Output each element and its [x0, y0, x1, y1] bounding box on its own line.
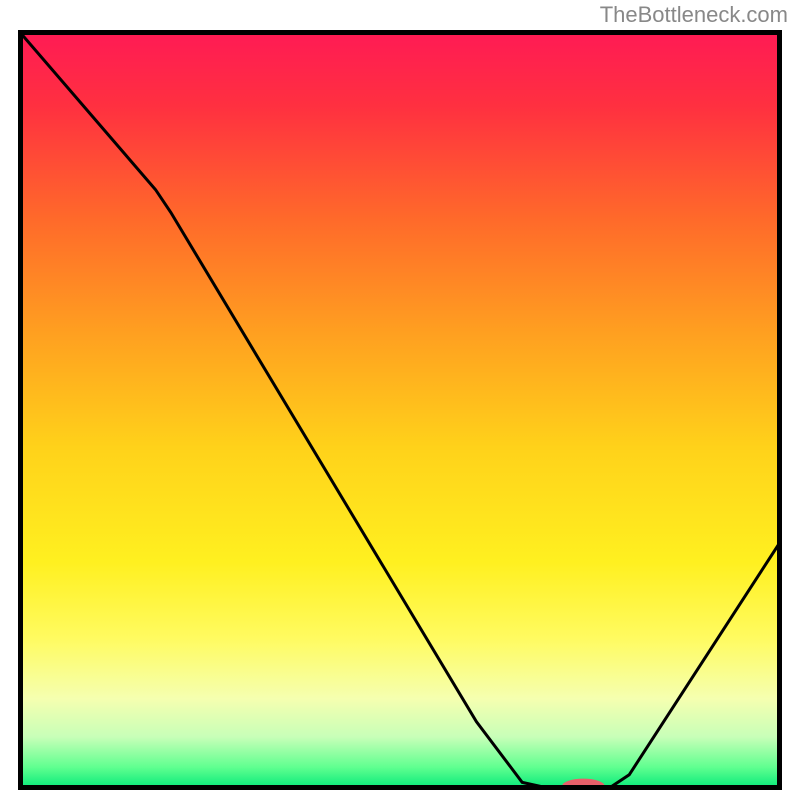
bottleneck-curve	[18, 30, 782, 790]
chart-overlay	[18, 30, 782, 790]
chart-plot-area	[18, 30, 782, 790]
optimum-marker	[562, 779, 605, 790]
watermark-text: TheBottleneck.com	[600, 2, 788, 28]
